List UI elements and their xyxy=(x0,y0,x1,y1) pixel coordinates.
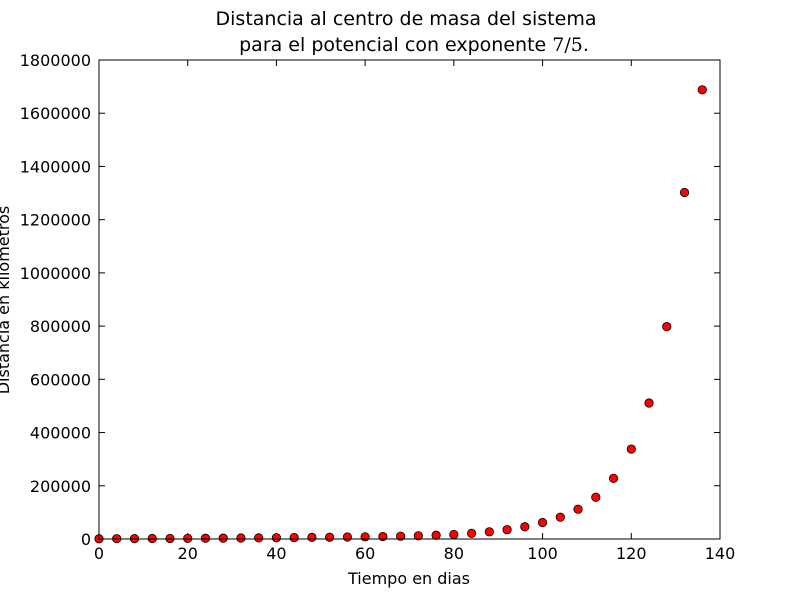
y-tick-label: 400000 xyxy=(30,424,91,443)
data-point xyxy=(360,532,370,542)
data-point xyxy=(662,322,672,332)
y-tick-label: 600000 xyxy=(30,370,91,389)
data-point xyxy=(537,517,548,528)
x-tick-label: 60 xyxy=(355,544,375,563)
data-point xyxy=(644,398,654,408)
y-tick-label: 1200000 xyxy=(20,211,91,230)
data-point xyxy=(325,532,335,542)
x-tick-label: 140 xyxy=(705,544,736,563)
chart-title-line1: Distancia al centro de masa del sistema xyxy=(216,8,597,30)
data-point xyxy=(520,522,530,532)
chart-title-prefix: para el potencial con exponente xyxy=(239,34,552,56)
y-tick-label: 0 xyxy=(81,530,91,549)
data-point xyxy=(307,532,317,543)
data-point xyxy=(449,529,459,540)
chart-title-suffix: . xyxy=(583,34,589,56)
x-tick-label: 100 xyxy=(527,544,558,563)
data-point xyxy=(413,531,423,541)
data-point xyxy=(502,525,512,535)
x-tick-label: 20 xyxy=(178,544,198,563)
tick-labels: 0 20 40 60 80 100 120 140 0 200000 400000 600000 800… xyxy=(20,51,736,563)
chart-title-math: 7/5 xyxy=(552,34,583,56)
chart-title-line2: para el potencial con exponente 7/5. xyxy=(239,34,589,56)
y-tick-label: 1800000 xyxy=(20,51,91,70)
y-tick-label: 1400000 xyxy=(20,157,91,176)
data-point xyxy=(679,187,690,198)
data-point xyxy=(165,533,175,544)
data-point xyxy=(218,533,228,543)
data-point xyxy=(254,533,264,543)
x-tick-label: 40 xyxy=(266,544,286,563)
data-point xyxy=(431,530,441,540)
y-tick-label: 1000000 xyxy=(20,264,91,283)
data-point xyxy=(555,512,565,522)
data-point xyxy=(608,473,619,483)
x-tick-label: 120 xyxy=(616,544,647,563)
axis-ticks xyxy=(98,59,721,540)
data-point xyxy=(200,533,211,543)
data-point xyxy=(271,533,282,543)
data-points xyxy=(94,85,707,544)
y-tick-label: 800000 xyxy=(30,317,91,336)
data-point xyxy=(591,492,601,502)
data-point xyxy=(484,527,494,537)
data-point xyxy=(573,504,583,514)
data-point xyxy=(697,85,707,95)
data-point xyxy=(466,528,477,539)
y-axis-label: Distancia en kilometros xyxy=(0,206,13,395)
y-tick-label: 200000 xyxy=(30,477,91,496)
data-point xyxy=(626,444,636,454)
data-point xyxy=(236,533,246,543)
plot-frame xyxy=(98,59,721,540)
x-axis-label: Tiempo en dias xyxy=(347,569,470,588)
x-tick-label: 80 xyxy=(444,544,464,563)
y-tick-label: 1600000 xyxy=(20,104,91,123)
data-point xyxy=(342,532,352,542)
x-tick-label: 0 xyxy=(94,544,104,563)
data-point xyxy=(289,532,299,543)
data-point xyxy=(183,533,193,543)
data-point xyxy=(396,531,406,541)
